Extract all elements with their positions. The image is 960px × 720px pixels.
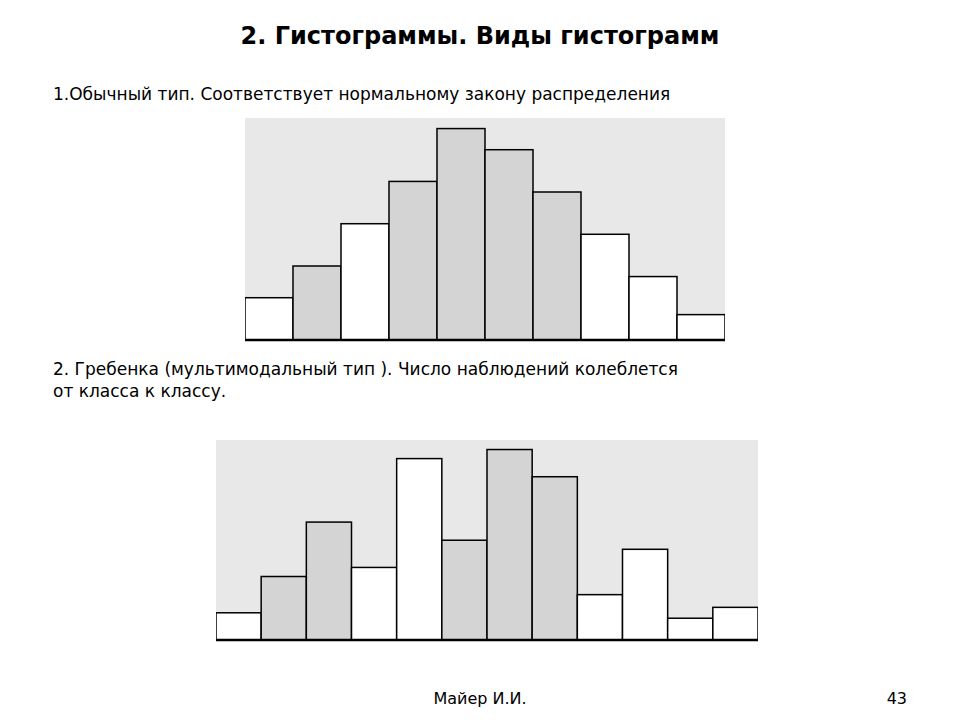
bar bbox=[581, 234, 629, 340]
bar bbox=[629, 277, 677, 340]
bar bbox=[245, 298, 293, 340]
bar bbox=[397, 459, 442, 640]
bar bbox=[352, 567, 397, 640]
bar bbox=[306, 522, 351, 640]
bar bbox=[216, 613, 261, 640]
bar bbox=[668, 618, 713, 640]
bar bbox=[389, 181, 437, 340]
baseline bbox=[216, 639, 758, 642]
plot-background bbox=[245, 118, 725, 340]
footer: Майер И.И. bbox=[433, 689, 526, 708]
bar bbox=[577, 595, 622, 640]
chart-caption: 2. Гребенка (мультимодальный тип ). Числ… bbox=[53, 359, 678, 401]
plot-background bbox=[216, 440, 758, 640]
page-title: 2. Гистограммы. Виды гистограмм bbox=[241, 22, 720, 50]
bar bbox=[261, 577, 306, 640]
bar bbox=[293, 266, 341, 340]
bar bbox=[442, 540, 487, 640]
page-number: 43 bbox=[887, 689, 907, 708]
bar bbox=[437, 129, 485, 340]
page: 2. Гистограммы. Виды гистограмм 1.Обычный… bbox=[0, 0, 960, 720]
bar bbox=[341, 224, 389, 340]
bar bbox=[623, 549, 668, 640]
bar bbox=[713, 607, 758, 640]
bars bbox=[216, 450, 758, 640]
bar bbox=[677, 315, 725, 340]
bar bbox=[533, 192, 581, 340]
bar bbox=[487, 450, 532, 640]
bar bbox=[532, 477, 577, 640]
bars bbox=[245, 129, 725, 340]
chart-caption: 1.Обычный тип. Соответствует нормальному… bbox=[53, 84, 670, 104]
baseline bbox=[245, 339, 725, 342]
bar bbox=[485, 150, 533, 340]
